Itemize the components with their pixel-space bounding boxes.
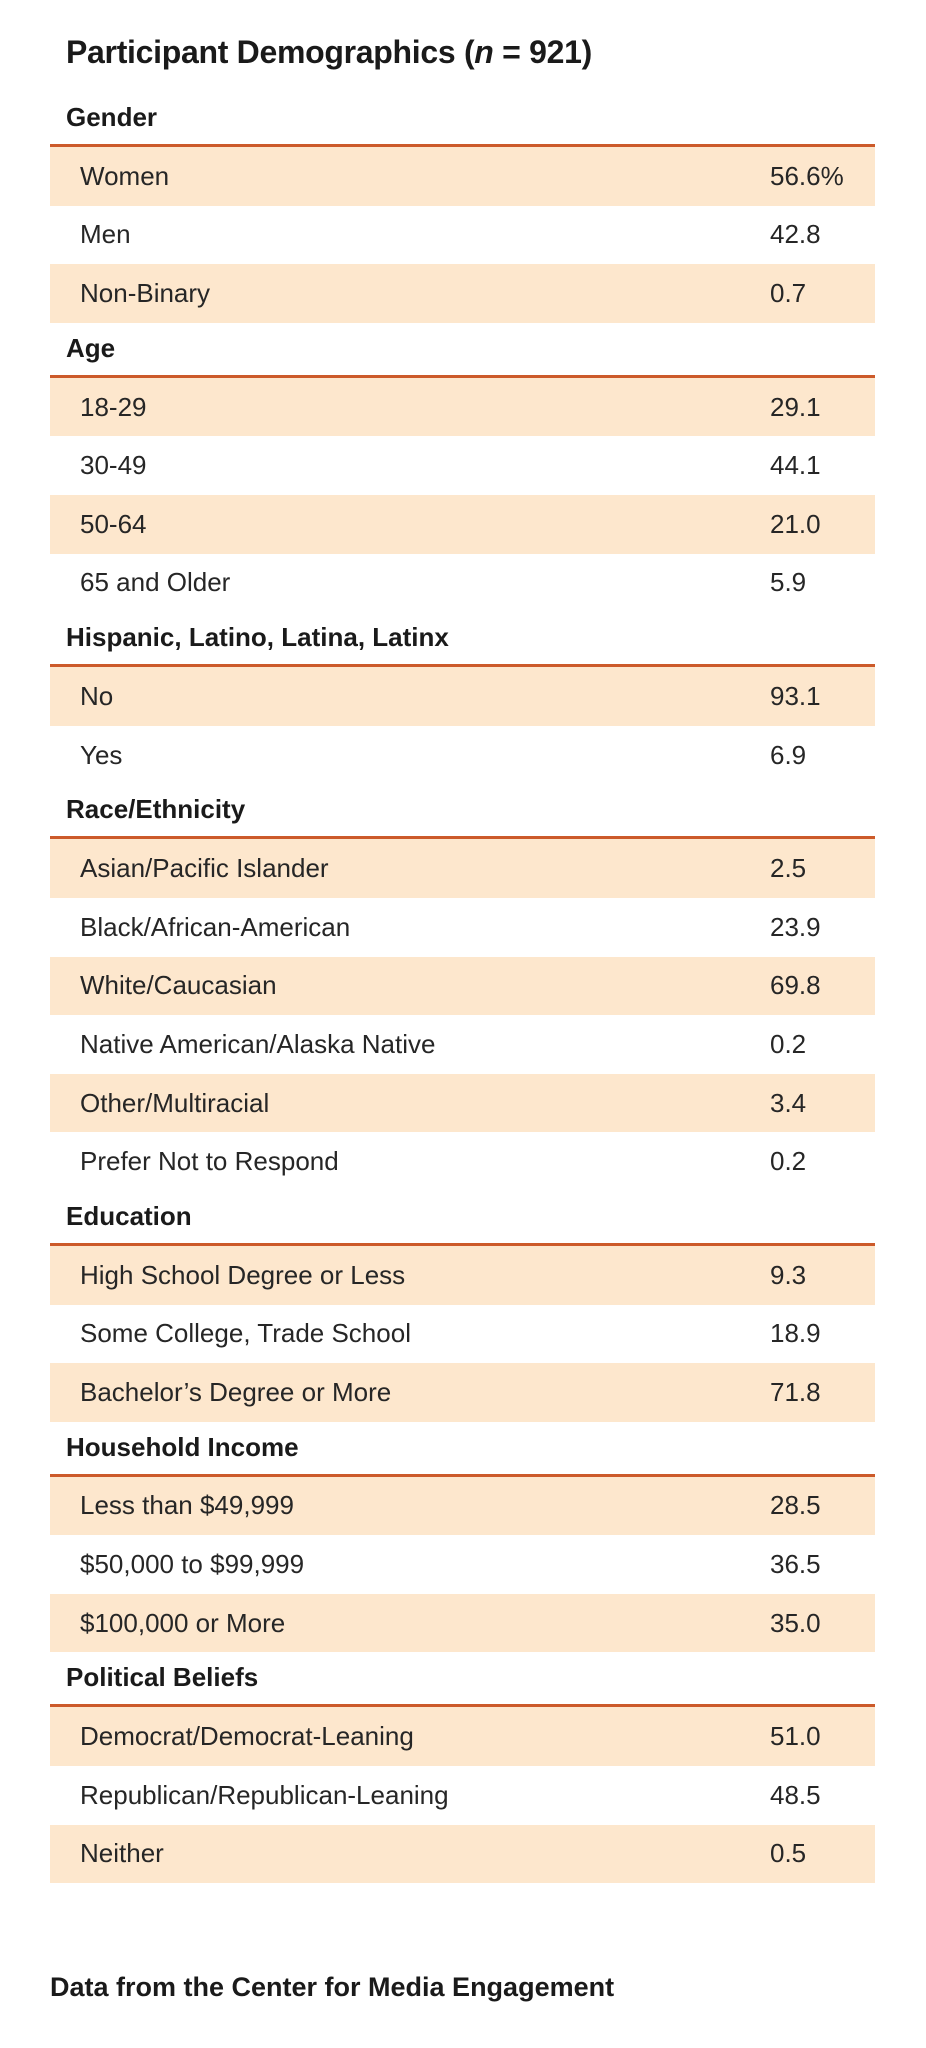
row-value: 0.2 xyxy=(770,1028,807,1059)
page-title: Participant Demographics (n = 921) xyxy=(66,34,592,71)
row-label: Some College, Trade School xyxy=(80,1318,411,1349)
row-value: 6.9 xyxy=(770,739,807,770)
row-label: Republican/Republican-Leaning xyxy=(80,1779,449,1810)
row-value: 23.9 xyxy=(770,911,821,942)
row-label: Women xyxy=(80,160,170,191)
row-value: 42.8 xyxy=(770,219,821,250)
table-row: Asian/Pacific Islander 2.5 xyxy=(50,839,875,898)
row-value: 35.0 xyxy=(770,1607,821,1638)
row-label: Prefer Not to Respond xyxy=(80,1146,339,1177)
table-row: White/Caucasian 69.8 xyxy=(50,956,875,1016)
row-label: Neither xyxy=(80,1838,164,1869)
row-label: 30-49 xyxy=(80,450,147,481)
table-row: Bachelor’s Degree or More 71.8 xyxy=(50,1363,875,1422)
section-header: Gender xyxy=(50,92,875,147)
row-value: 36.5 xyxy=(770,1549,821,1580)
row-label: 65 and Older xyxy=(80,567,231,598)
row-label: 18-29 xyxy=(80,391,147,422)
table-row: 50-64 21.0 xyxy=(50,494,875,554)
row-label: Yes xyxy=(80,739,123,770)
row-label: High School Degree or Less xyxy=(80,1259,406,1290)
table-row: Black/African-American 23.9 xyxy=(50,898,875,957)
section-header: Political Beliefs xyxy=(50,1652,875,1708)
title-suffix: = 921) xyxy=(493,34,592,70)
table-row: No 93.1 xyxy=(50,667,875,726)
row-value: 3.4 xyxy=(770,1087,807,1118)
row-value: 69.8 xyxy=(770,970,821,1001)
table-row: Women 56.6% xyxy=(50,147,875,206)
row-label: Democrat/Democrat-Leaning xyxy=(80,1721,414,1752)
row-value: 0.2 xyxy=(770,1146,807,1177)
row-value: 93.1 xyxy=(770,680,821,711)
table-row: Native American/Alaska Native 0.2 xyxy=(50,1015,875,1074)
row-value: 0.7 xyxy=(770,277,807,308)
row-value: 71.8 xyxy=(770,1376,821,1407)
row-label: Bachelor’s Degree or More xyxy=(80,1376,392,1407)
table-row: 65 and Older 5.9 xyxy=(50,554,875,613)
section-header: Age xyxy=(50,323,875,378)
table-row: Neither 0.5 xyxy=(50,1824,875,1884)
table-row: 18-29 29.1 xyxy=(50,377,875,437)
section-header: Hispanic, Latino, Latina, Latinx xyxy=(50,612,875,668)
title-italic-n: n xyxy=(474,34,494,70)
table-row: Less than $49,999 28.5 xyxy=(50,1476,875,1536)
row-value: 5.9 xyxy=(770,567,807,598)
section-header: Education xyxy=(50,1191,875,1246)
row-value: 28.5 xyxy=(770,1490,821,1521)
row-value: 2.5 xyxy=(770,853,807,884)
row-value: 21.0 xyxy=(770,508,821,539)
table-row: $50,000 to $99,999 36.5 xyxy=(50,1535,875,1594)
row-label: Black/African-American xyxy=(80,911,351,942)
row-label: Asian/Pacific Islander xyxy=(80,853,329,884)
row-label: $50,000 to $99,999 xyxy=(80,1549,305,1580)
row-label: White/Caucasian xyxy=(80,970,277,1001)
table-row: Republican/Republican-Leaning 48.5 xyxy=(50,1766,875,1825)
row-value: 9.3 xyxy=(770,1259,807,1290)
row-label: No xyxy=(80,680,114,711)
row-label: Other/Multiracial xyxy=(80,1087,270,1118)
section-header: Household Income xyxy=(50,1422,875,1477)
table-row: $100,000 or More 35.0 xyxy=(50,1593,875,1653)
row-value: 44.1 xyxy=(770,450,821,481)
row-value: 29.1 xyxy=(770,391,821,422)
row-label: Native American/Alaska Native xyxy=(80,1028,436,1059)
row-label: Men xyxy=(80,219,131,250)
row-label: Non-Binary xyxy=(80,277,211,308)
row-value: 48.5 xyxy=(770,1779,821,1810)
row-value: 18.9 xyxy=(770,1318,821,1349)
section-header: Race/Ethnicity xyxy=(50,784,875,840)
table-row: Democrat/Democrat-Leaning 51.0 xyxy=(50,1707,875,1767)
table-sections: Gender Women 56.6% Men 42.8 Non-Binary 0.7 Age 1… xyxy=(50,92,875,1884)
row-value: 0.5 xyxy=(770,1838,807,1869)
row-label: 50-64 xyxy=(80,508,147,539)
row-label: $100,000 or More xyxy=(80,1607,286,1638)
table-row: Yes 6.9 xyxy=(50,726,875,785)
row-value: 56.6% xyxy=(770,160,844,191)
table-row: High School Degree or Less 9.3 xyxy=(50,1245,875,1305)
table-row: Non-Binary 0.7 xyxy=(50,264,875,323)
table-row: Some College, Trade School 18.9 xyxy=(50,1305,875,1364)
row-label: Less than $49,999 xyxy=(80,1490,294,1521)
table-row: Prefer Not to Respond 0.2 xyxy=(50,1132,875,1191)
row-value: 51.0 xyxy=(770,1721,821,1752)
table-row: Other/Multiracial 3.4 xyxy=(50,1073,875,1133)
table-row: Men 42.8 xyxy=(50,206,875,265)
title-prefix: Participant Demographics ( xyxy=(66,34,475,70)
table-row: 30-49 44.1 xyxy=(50,436,875,495)
source-footer: Data from the Center for Media Engagemen… xyxy=(50,1972,615,2002)
